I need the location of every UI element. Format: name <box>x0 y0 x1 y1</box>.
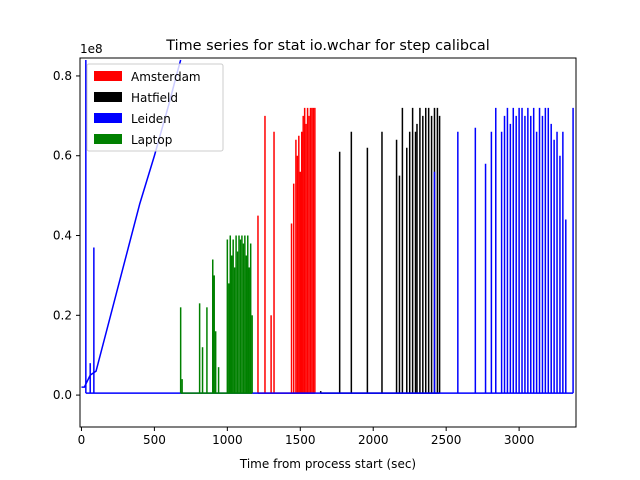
x-tick-label: 0 <box>78 433 86 447</box>
legend-swatch-leiden <box>94 113 122 123</box>
legend-swatch-hatfield <box>94 92 122 102</box>
y-tick-label: 0.0 <box>53 388 72 402</box>
series-laptop <box>179 235 253 394</box>
x-tick-label: 2000 <box>358 433 389 447</box>
series-group <box>81 59 574 394</box>
legend-label-hatfield: Hatfield <box>131 91 178 105</box>
legend-swatch-laptop <box>94 134 122 144</box>
series-leiden <box>81 59 574 394</box>
legend-box <box>86 63 224 152</box>
chart-title: Time series for stat io.wchar for step c… <box>165 38 489 54</box>
legend-swatch-amsterdam <box>94 71 122 81</box>
legend-label-laptop: Laptop <box>131 133 172 147</box>
x-tick-label: 1500 <box>285 433 316 447</box>
x-tick-label: 3000 <box>504 433 535 447</box>
x-tick-label: 1000 <box>212 433 243 447</box>
y-tick-label: 0.6 <box>53 149 72 163</box>
legend-label-leiden: Leiden <box>131 112 171 126</box>
x-axis-label: Time from process start (sec) <box>239 457 416 471</box>
x-tick-label: 500 <box>143 433 166 447</box>
series-amsterdam <box>257 107 316 394</box>
y-tick-label: 0.2 <box>53 308 72 322</box>
series-hatfield <box>319 107 441 394</box>
plot-frame <box>79 57 577 428</box>
legend: Amsterdam Hatfield Leiden Laptop <box>86 63 224 152</box>
x-tick-label: 2500 <box>431 433 462 447</box>
y-tick-label: 0.8 <box>53 69 72 83</box>
plot-area: 0 500 1000 1500 2000 2500 3000 0.0 0.2 0.4 0.6 0.8 <box>53 57 577 447</box>
y-tick-label: 0.4 <box>53 229 72 243</box>
y-offset-label: 1e8 <box>80 42 103 56</box>
legend-label-amsterdam: Amsterdam <box>131 70 201 84</box>
